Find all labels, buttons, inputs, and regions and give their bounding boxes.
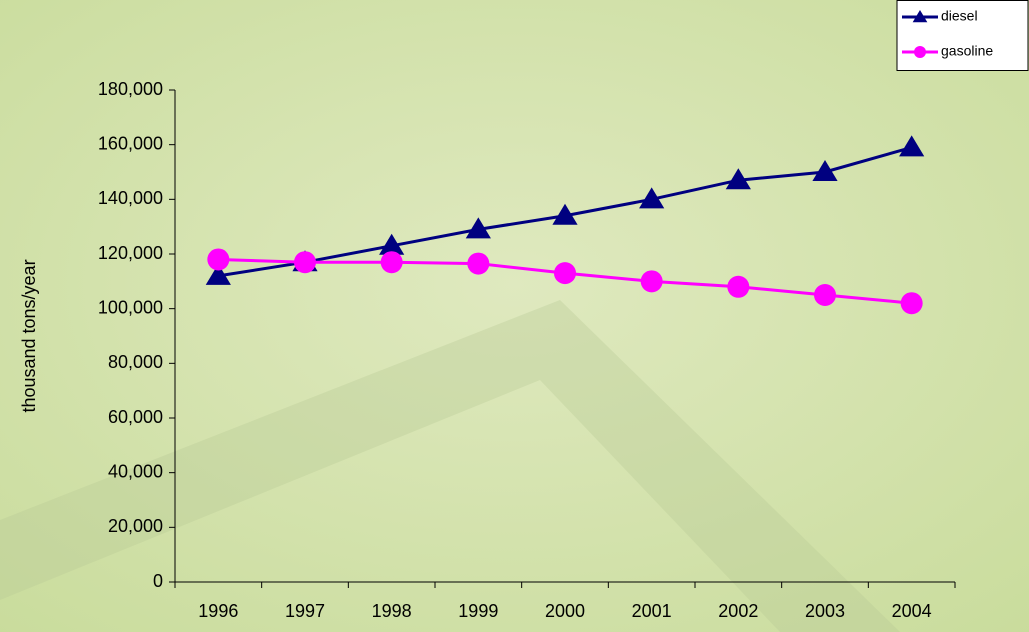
y-tick-label: 20,000 [108,516,163,536]
x-tick-label: 1996 [198,601,238,621]
legend-label: diesel [941,8,978,24]
background-texture [0,300,900,632]
legend-label: gasoline [941,43,993,59]
data-point [467,252,490,275]
legend-marker [912,10,928,23]
data-point [465,217,491,239]
data-point [552,203,578,225]
y-tick-label: 100,000 [98,297,163,317]
y-tick-label: 160,000 [98,133,163,153]
data-point [380,251,403,274]
x-tick-label: 2002 [718,601,758,621]
y-tick-label: 80,000 [108,352,163,372]
data-point [639,187,665,209]
y-tick-label: 60,000 [108,407,163,427]
data-point [640,270,663,293]
x-tick-label: 1999 [458,601,498,621]
data-point [205,263,231,285]
x-tick-label: 2000 [545,601,585,621]
x-tick-label: 2004 [892,601,932,621]
y-tick-label: 0 [153,571,163,591]
y-tick-label: 140,000 [98,188,163,208]
data-point [554,262,576,285]
data-point [900,292,923,315]
data-point [727,275,750,298]
y-tick-label: 180,000 [98,79,163,99]
x-tick-label: 2001 [632,601,672,621]
y-tick-label: 40,000 [108,461,163,481]
x-tick-label: 1997 [285,601,325,621]
data-point [379,233,405,255]
data-point [899,135,925,157]
data-point [814,284,836,306]
data-point [725,168,751,190]
x-tick-label: 2003 [805,601,845,621]
data-point [294,251,316,274]
y-tick-label: 120,000 [98,243,163,263]
y-axis-label: thousand tons/year [19,259,39,412]
x-tick-label: 1998 [372,601,412,621]
data-point [207,248,230,271]
legend-marker [914,46,926,58]
data-point [812,160,838,181]
